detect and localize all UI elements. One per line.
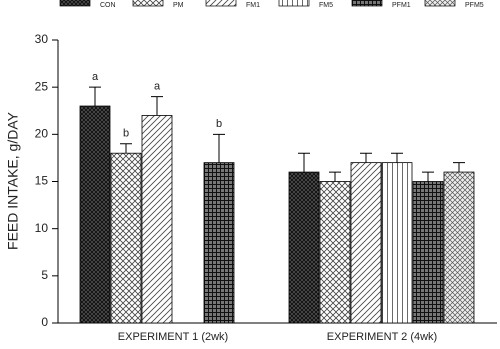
error-bar <box>151 96 163 116</box>
x-tick-label: EXPERIMENT 2 (4wk) <box>327 331 437 343</box>
error-bar <box>89 86 101 107</box>
y-tick-label: 30 <box>35 32 49 46</box>
legend-swatch <box>205 0 237 7</box>
significance-letter: a <box>92 71 99 83</box>
bar <box>350 162 382 324</box>
bar <box>110 152 142 324</box>
bar <box>319 181 351 324</box>
error-bar <box>298 152 310 173</box>
legend-swatch <box>424 0 456 7</box>
error-bar <box>360 152 372 163</box>
legend-label: FM5 <box>319 2 333 9</box>
y-tick-label: 5 <box>41 268 48 282</box>
error-bar <box>329 171 341 182</box>
bar <box>381 162 413 324</box>
legend-label: PFM5 <box>465 2 484 9</box>
legend-swatch <box>278 0 310 7</box>
bar <box>443 171 475 324</box>
y-tick-label: 20 <box>35 127 49 141</box>
bar <box>79 105 111 324</box>
error-bar <box>120 143 132 154</box>
x-tick-label: EXPERIMENT 1 (2wk) <box>118 331 228 343</box>
error-bar <box>213 133 225 163</box>
legend-label: FM1 <box>246 2 260 9</box>
legend-label: CON <box>100 2 116 9</box>
significance-letter: b <box>123 128 129 140</box>
error-bar <box>422 171 434 182</box>
bar <box>412 181 444 324</box>
significance-letter: a <box>154 81 161 93</box>
bar <box>203 162 235 324</box>
error-bar <box>391 152 403 163</box>
y-tick-label: 10 <box>35 221 49 235</box>
y-tick-label: 0 <box>41 315 48 329</box>
legend-label: PM <box>173 2 184 9</box>
y-tick-label: 15 <box>35 174 49 188</box>
y-axis-label: FEED INTAKE, g/DAY <box>5 111 21 250</box>
legend-swatch <box>351 0 383 7</box>
y-tick-label: 25 <box>35 79 49 93</box>
bar <box>141 115 173 324</box>
bar <box>288 171 320 324</box>
legend-label: PFM1 <box>392 2 411 9</box>
legend-swatch <box>59 0 91 7</box>
error-bar <box>453 162 465 173</box>
legend-swatch <box>132 0 164 7</box>
significance-letter: b <box>216 118 222 130</box>
